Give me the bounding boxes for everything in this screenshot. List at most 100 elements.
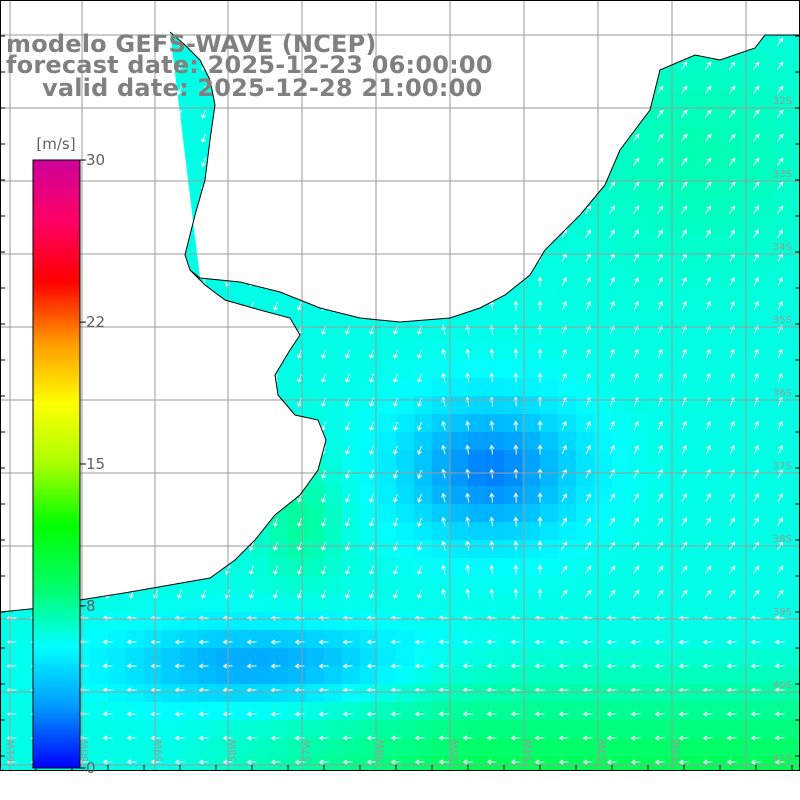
wind-arrow	[462, 663, 473, 669]
wind-speed-cell	[342, 486, 361, 505]
wind-speed-cell	[468, 486, 487, 505]
latitude-label: 39S	[773, 607, 792, 618]
wind-speed-cell	[756, 306, 775, 325]
wind-speed-cell	[666, 594, 685, 613]
wind-speed-cell	[324, 450, 343, 469]
wind-speed-cell	[774, 486, 793, 505]
wind-arrow	[726, 759, 737, 765]
wind-arrow	[680, 181, 688, 190]
wind-arrow	[777, 348, 783, 359]
wind-speed-cell	[684, 288, 703, 307]
wind-arrow	[630, 663, 641, 669]
wind-speed-cell	[792, 216, 800, 235]
wind-speed-cell	[450, 486, 469, 505]
wind-speed-cell	[738, 738, 757, 757]
wind-speed-cell	[108, 666, 127, 685]
wind-arrow	[777, 517, 783, 527]
wind-arrow	[657, 493, 663, 503]
wind-speed-cell	[486, 684, 505, 703]
wind-speed-cell	[684, 468, 703, 487]
wind-arrow	[246, 759, 257, 765]
wind-arrow	[321, 397, 327, 408]
wind-speed-cell	[648, 720, 667, 739]
wind-speed-cell	[18, 738, 37, 757]
wind-speed-cell	[414, 360, 433, 379]
wind-arrow	[558, 687, 569, 693]
wind-speed-cell	[558, 738, 577, 757]
wind-speed-cell	[576, 630, 595, 649]
wind-arrow	[609, 517, 615, 527]
wind-speed-cell	[468, 558, 487, 577]
wind-arrow	[345, 517, 351, 528]
wind-arrow	[753, 277, 759, 287]
wind-speed-cell	[234, 738, 253, 757]
wind-speed-cell	[792, 180, 800, 199]
wind-arrow	[318, 735, 329, 741]
wind-arrow	[126, 711, 137, 717]
wind-speed-cell	[144, 720, 163, 739]
wind-speed-cell	[756, 648, 775, 667]
wind-speed-cell	[738, 702, 757, 721]
wind-arrow	[534, 759, 545, 765]
wind-arrow	[777, 301, 783, 311]
wind-speed-cell	[126, 594, 145, 613]
wind-arrow	[584, 565, 592, 574]
wind-speed-cell	[306, 378, 325, 397]
wind-speed-cell	[342, 702, 361, 721]
wind-speed-cell	[630, 468, 649, 487]
wind-arrow	[752, 133, 760, 142]
wind-speed-cell	[630, 684, 649, 703]
wind-speed-cell	[612, 378, 631, 397]
wind-speed-cell	[558, 378, 577, 397]
wind-speed-cell	[630, 522, 649, 541]
wind-speed-cell	[324, 414, 343, 433]
wind-speed-cell	[720, 342, 739, 361]
wind-speed-cell	[720, 288, 739, 307]
wind-speed-cell	[126, 756, 145, 770]
wind-speed-cell	[360, 396, 379, 415]
wind-speed-cell	[450, 414, 469, 433]
wind-arrow	[633, 420, 639, 431]
wind-speed-cell	[540, 486, 559, 505]
wind-arrow	[753, 301, 759, 311]
wind-speed-cell	[576, 648, 595, 667]
wind-arrow	[414, 639, 425, 645]
wind-speed-cell	[684, 738, 703, 757]
wind-arrow	[678, 687, 689, 693]
wind-speed-cell	[126, 612, 145, 631]
wind-speed-cell	[594, 486, 613, 505]
wind-arrow	[297, 517, 303, 528]
wind-arrow	[726, 639, 737, 645]
wind-speed-cell	[504, 468, 523, 487]
wind-speed-cell	[630, 432, 649, 451]
wind-speed-cell	[594, 594, 613, 613]
wind-arrow	[510, 711, 521, 717]
wind-arrow	[633, 277, 639, 287]
wind-speed-cell	[504, 504, 523, 523]
wind-arrow	[585, 229, 591, 239]
wind-speed-cell	[666, 72, 685, 91]
wind-arrow	[441, 492, 447, 503]
wind-speed-cell	[360, 522, 379, 541]
wind-speed-cell	[648, 486, 667, 505]
wind-arrow	[681, 372, 687, 383]
wind-speed-cell	[576, 666, 595, 685]
wind-speed-cell	[324, 630, 343, 649]
wind-speed-cell	[468, 630, 487, 649]
wind-speed-cell	[558, 504, 577, 523]
wind-speed-cell	[666, 180, 685, 199]
wind-speed-cell	[558, 684, 577, 703]
wind-speed-cell	[702, 666, 721, 685]
wind-arrow	[510, 639, 521, 645]
wind-speed-cell	[666, 738, 685, 757]
wind-speed-cell	[432, 612, 451, 631]
wind-speed-cell	[270, 540, 289, 559]
wind-speed-cell	[270, 684, 289, 703]
wind-arrow	[297, 565, 303, 576]
wind-speed-cell	[576, 414, 595, 433]
wind-speed-cell	[612, 162, 631, 181]
wind-speed-cell	[522, 306, 541, 325]
wind-speed-cell	[0, 648, 19, 667]
wind-arrow	[774, 687, 785, 693]
wind-speed-cell	[144, 630, 163, 649]
